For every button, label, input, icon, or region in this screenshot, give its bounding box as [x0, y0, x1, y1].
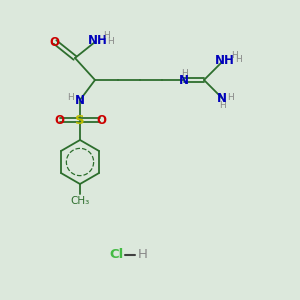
Text: NH: NH: [215, 53, 235, 67]
Text: H: H: [235, 56, 242, 64]
Text: H: H: [228, 94, 234, 103]
Text: H: H: [219, 100, 225, 109]
Text: Cl: Cl: [110, 248, 124, 262]
Text: N: N: [217, 92, 227, 104]
Text: O: O: [96, 113, 106, 127]
Text: H: H: [106, 37, 113, 46]
Text: H: H: [231, 50, 237, 59]
Text: O: O: [54, 113, 64, 127]
Text: H: H: [68, 92, 74, 101]
Text: H: H: [181, 68, 188, 77]
Text: H: H: [138, 248, 148, 262]
Text: N: N: [75, 94, 85, 106]
Text: S: S: [75, 113, 85, 127]
Text: CH₃: CH₃: [70, 196, 90, 206]
Text: N: N: [179, 74, 189, 88]
Text: H: H: [103, 32, 110, 40]
Text: O: O: [49, 35, 59, 49]
Text: NH: NH: [88, 34, 108, 47]
